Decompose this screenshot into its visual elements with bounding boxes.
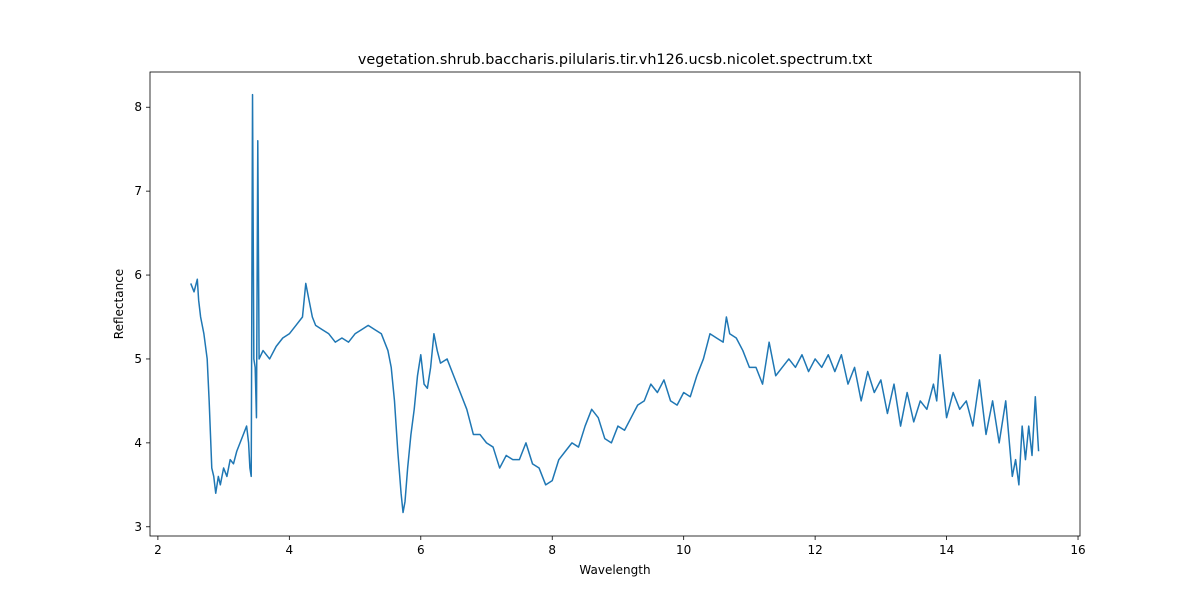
chart-title: vegetation.shrub.baccharis.pilularis.tir… bbox=[358, 52, 873, 68]
x-axis-label: Wavelength bbox=[579, 563, 650, 577]
y-tick-label: 5 bbox=[134, 352, 142, 366]
y-tick-label: 4 bbox=[134, 436, 142, 450]
x-tick-label: 2 bbox=[154, 543, 162, 557]
x-tick-label: 12 bbox=[807, 543, 822, 557]
x-tick-label: 10 bbox=[676, 543, 691, 557]
y-tick-label: 6 bbox=[134, 268, 142, 282]
y-tick-label: 7 bbox=[134, 184, 142, 198]
y-axis-label: Reflectance bbox=[112, 269, 126, 339]
spectrum-line bbox=[190, 93, 1040, 514]
y-tick-label: 3 bbox=[134, 520, 142, 534]
y-tick-label: 8 bbox=[134, 100, 142, 114]
x-tick-label: 14 bbox=[939, 543, 954, 557]
x-tick-label: 16 bbox=[1070, 543, 1085, 557]
x-tick-label: 6 bbox=[417, 543, 425, 557]
plot-frame bbox=[149, 71, 1081, 537]
x-tick-label: 4 bbox=[286, 543, 294, 557]
x-tick-label: 8 bbox=[548, 543, 556, 557]
